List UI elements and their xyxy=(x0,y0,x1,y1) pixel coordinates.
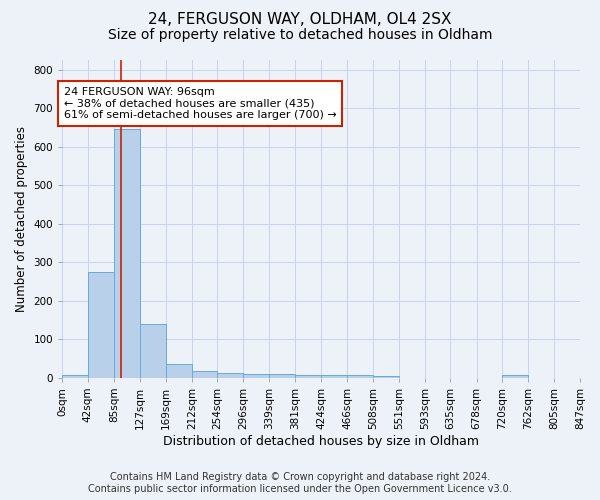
Text: 24, FERGUSON WAY, OLDHAM, OL4 2SX: 24, FERGUSON WAY, OLDHAM, OL4 2SX xyxy=(148,12,452,28)
Bar xyxy=(62,374,88,378)
Text: 24 FERGUSON WAY: 96sqm
← 38% of detached houses are smaller (435)
61% of semi-de: 24 FERGUSON WAY: 96sqm ← 38% of detached… xyxy=(64,87,337,120)
Bar xyxy=(347,374,373,378)
Bar xyxy=(269,374,295,378)
Bar xyxy=(295,374,322,378)
Bar xyxy=(502,375,528,378)
X-axis label: Distribution of detached houses by size in Oldham: Distribution of detached houses by size … xyxy=(163,434,479,448)
Text: Contains HM Land Registry data © Crown copyright and database right 2024.
Contai: Contains HM Land Registry data © Crown c… xyxy=(88,472,512,494)
Bar xyxy=(217,373,243,378)
Bar xyxy=(243,374,269,378)
Bar xyxy=(322,374,347,378)
Bar xyxy=(140,324,166,378)
Bar xyxy=(114,130,140,378)
Bar xyxy=(373,376,399,378)
Bar xyxy=(192,371,217,378)
Y-axis label: Number of detached properties: Number of detached properties xyxy=(15,126,28,312)
Bar xyxy=(88,272,114,378)
Bar xyxy=(166,364,192,378)
Text: Size of property relative to detached houses in Oldham: Size of property relative to detached ho… xyxy=(108,28,492,42)
